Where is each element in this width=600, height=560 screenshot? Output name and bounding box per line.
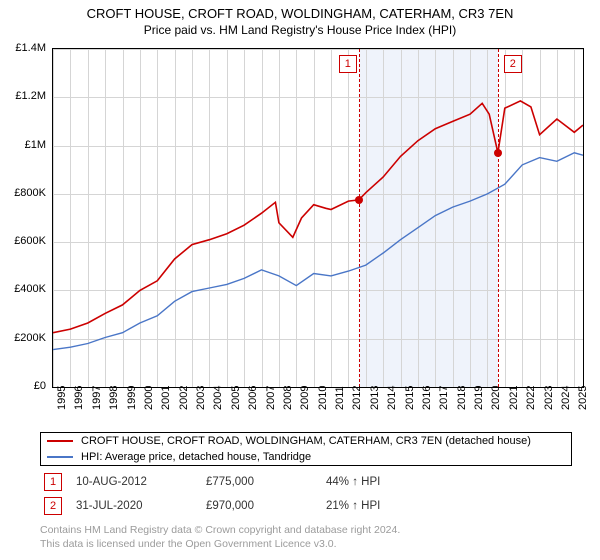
legend-label: CROFT HOUSE, CROFT ROAD, WOLDINGHAM, CAT…	[81, 435, 531, 447]
footer-attribution: Contains HM Land Registry data © Crown c…	[40, 524, 400, 551]
series-hpi	[53, 153, 583, 350]
marker-row: 2 31-JUL-2020£970,00021% ↑ HPI	[40, 494, 570, 518]
x-tick-label: 2022	[525, 386, 537, 410]
marker-dot-2	[494, 149, 502, 157]
marker-row-date: 31-JUL-2020	[76, 500, 206, 512]
x-tick-label: 2018	[456, 386, 468, 410]
y-tick-label: £200K	[14, 332, 46, 344]
footer-line-2: This data is licensed under the Open Gov…	[40, 538, 400, 552]
x-tick-label: 2016	[421, 386, 433, 410]
legend-swatch	[47, 456, 73, 459]
x-tick-label: 2021	[508, 386, 520, 410]
marker-row-date: 10-AUG-2012	[76, 476, 206, 488]
x-tick-label: 2009	[299, 386, 311, 410]
x-tick-label: 2019	[473, 386, 485, 410]
marker-row-price: £775,000	[206, 476, 326, 488]
legend: CROFT HOUSE, CROFT ROAD, WOLDINGHAM, CAT…	[40, 432, 572, 466]
chart-title: CROFT HOUSE, CROFT ROAD, WOLDINGHAM, CAT…	[0, 6, 600, 21]
x-tick-label: 1996	[73, 386, 85, 410]
y-tick-label: £1.4M	[15, 42, 46, 54]
x-tick-label: 2001	[160, 386, 172, 410]
legend-row: HPI: Average price, detached house, Tand…	[41, 449, 571, 465]
y-tick-label: £800K	[14, 187, 46, 199]
y-tick-label: £1M	[25, 139, 46, 151]
footer-line-1: Contains HM Land Registry data © Crown c…	[40, 524, 400, 538]
x-tick-label: 2008	[282, 386, 294, 410]
x-tick-label: 2015	[404, 386, 416, 410]
marker-box-2: 2	[504, 55, 522, 73]
marker-row-hpi: 21% ↑ HPI	[326, 500, 446, 512]
marker-dot-1	[355, 196, 363, 204]
legend-swatch	[47, 440, 73, 443]
x-tick-label: 2007	[265, 386, 277, 410]
chart-subtitle: Price paid vs. HM Land Registry's House …	[0, 23, 600, 37]
x-tick-label: 2000	[143, 386, 155, 410]
x-tick-label: 2023	[543, 386, 555, 410]
marker-box-1: 1	[339, 55, 357, 73]
chart-title-block: CROFT HOUSE, CROFT ROAD, WOLDINGHAM, CAT…	[0, 0, 600, 37]
x-tick-label: 1995	[56, 386, 68, 410]
x-tick-label: 2011	[334, 386, 346, 410]
x-tick-label: 2024	[560, 386, 572, 410]
y-tick-label: £600K	[14, 235, 46, 247]
x-tick-label: 1997	[91, 386, 103, 410]
series-croft_house	[53, 101, 583, 333]
x-tick-label: 1998	[108, 386, 120, 410]
x-tick-label: 1999	[126, 386, 138, 410]
y-tick-label: £400K	[14, 283, 46, 295]
marker-row-num: 2	[44, 497, 62, 515]
y-tick-label: £0	[34, 380, 46, 392]
marker-row: 1 10-AUG-2012£775,00044% ↑ HPI	[40, 470, 570, 494]
y-tick-label: £1.2M	[15, 90, 46, 102]
marker-row-num: 1	[44, 473, 62, 491]
y-axis: £0£200K£400K£600K£800K£1M£1.2M£1.4M	[0, 48, 50, 386]
series-svg	[53, 49, 583, 387]
chart-plot-area: 12	[52, 48, 584, 388]
x-tick-label: 2013	[369, 386, 381, 410]
x-tick-label: 2017	[438, 386, 450, 410]
x-tick-label: 2014	[386, 386, 398, 410]
x-tick-label: 2005	[230, 386, 242, 410]
legend-row: CROFT HOUSE, CROFT ROAD, WOLDINGHAM, CAT…	[41, 433, 571, 449]
x-axis: 1995 1996 1997 1998 1999 2000 2001 2002 2003 2004…	[52, 388, 582, 428]
x-tick-label: 2004	[212, 386, 224, 410]
x-tick-label: 2020	[490, 386, 502, 410]
x-tick-label: 2006	[247, 386, 259, 410]
x-tick-label: 2025	[577, 386, 589, 410]
x-tick-label: 2003	[195, 386, 207, 410]
marker-row-hpi: 44% ↑ HPI	[326, 476, 446, 488]
x-tick-label: 2010	[317, 386, 329, 410]
x-tick-label: 2002	[178, 386, 190, 410]
marker-table: 1 10-AUG-2012£775,00044% ↑ HPI 2 31-JUL-202…	[40, 470, 570, 518]
legend-label: HPI: Average price, detached house, Tand…	[81, 451, 311, 463]
x-tick-label: 2012	[351, 386, 363, 410]
marker-row-price: £970,000	[206, 500, 326, 512]
